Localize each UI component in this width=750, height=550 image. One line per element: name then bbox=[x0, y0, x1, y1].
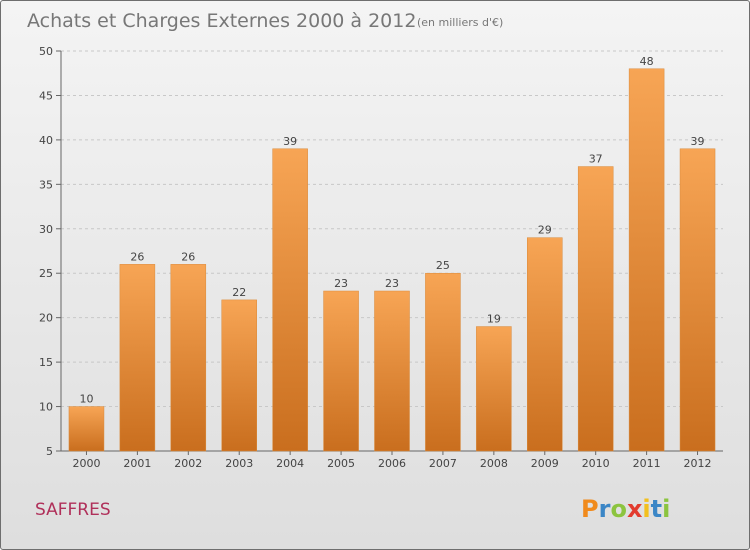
logo-letter: i bbox=[662, 495, 670, 523]
x-tick-label-2012: 2012 bbox=[684, 457, 712, 470]
x-tick-label-2007: 2007 bbox=[429, 457, 457, 470]
bar-2000 bbox=[68, 406, 105, 452]
data-label-2001: 26 bbox=[130, 250, 144, 263]
y-tick-label: 25 bbox=[39, 267, 53, 280]
bar-2006 bbox=[374, 290, 410, 452]
x-tick-label-2001: 2001 bbox=[123, 457, 151, 470]
y-tick-label: 35 bbox=[39, 178, 53, 191]
labels: 5 10 15 20 25 30 35 40 45 50 10 2000 26 2001 26 2002 22 2… bbox=[39, 45, 712, 470]
commune-name: SAFFRES bbox=[35, 500, 111, 520]
bar-2003 bbox=[221, 299, 257, 452]
logo-letter: o bbox=[610, 495, 627, 523]
bar-2009 bbox=[527, 237, 563, 452]
data-label-2002: 26 bbox=[181, 250, 195, 263]
logo-letter: x bbox=[627, 495, 643, 523]
y-tick-label: 30 bbox=[39, 223, 53, 236]
bar-2008 bbox=[476, 326, 512, 452]
data-label-2005: 23 bbox=[334, 277, 348, 290]
x-tick-label-2011: 2011 bbox=[633, 457, 661, 470]
data-label-2007: 25 bbox=[436, 259, 450, 272]
chart-title: Achats et Charges Externes 2000 à 2012 bbox=[27, 10, 416, 32]
y-tick-label: 15 bbox=[39, 356, 53, 369]
data-label-2006: 23 bbox=[385, 277, 399, 290]
bar-2010 bbox=[577, 166, 614, 452]
data-label-2009: 29 bbox=[538, 224, 552, 237]
y-tick-label: 45 bbox=[39, 89, 53, 102]
data-label-2010: 37 bbox=[589, 153, 603, 166]
bar-2001 bbox=[119, 264, 156, 452]
bar-2004 bbox=[272, 148, 308, 452]
x-tick-label-2006: 2006 bbox=[378, 457, 406, 470]
chart-subtitle: (en milliers d'€) bbox=[417, 16, 503, 29]
y-tick-label: 5 bbox=[46, 445, 53, 458]
x-tick-label-2009: 2009 bbox=[531, 457, 559, 470]
y-tick-label: 50 bbox=[39, 45, 53, 58]
x-tick-label-2003: 2003 bbox=[225, 457, 253, 470]
logo-letter: r bbox=[599, 495, 611, 523]
x-tick-label-2010: 2010 bbox=[582, 457, 610, 470]
x-tick-label-2008: 2008 bbox=[480, 457, 508, 470]
bar-2011 bbox=[628, 68, 665, 452]
bar-2012 bbox=[679, 148, 716, 452]
bar-2005 bbox=[323, 290, 359, 452]
data-label-2011: 48 bbox=[640, 55, 654, 68]
x-tick-label-2002: 2002 bbox=[174, 457, 202, 470]
data-label-2012: 39 bbox=[691, 135, 705, 148]
logo-letter: t bbox=[651, 495, 662, 523]
logo-letter: i bbox=[642, 495, 650, 523]
bars bbox=[68, 68, 716, 452]
x-tick-label-2005: 2005 bbox=[327, 457, 355, 470]
y-tick-label: 20 bbox=[39, 312, 53, 325]
y-tick-label: 40 bbox=[39, 134, 53, 147]
bar-2007 bbox=[425, 272, 461, 452]
data-label-2004: 39 bbox=[283, 135, 297, 148]
y-tick-label: 10 bbox=[39, 401, 53, 414]
data-label-2003: 22 bbox=[232, 286, 246, 299]
data-label-2008: 19 bbox=[487, 313, 501, 326]
x-tick-label-2000: 2000 bbox=[72, 457, 100, 470]
data-label-2000: 10 bbox=[79, 393, 93, 406]
x-tick-label-2004: 2004 bbox=[276, 457, 304, 470]
proxiti-logo: Proxiti bbox=[581, 495, 670, 523]
bar-2002 bbox=[170, 264, 207, 452]
logo-letter: P bbox=[581, 495, 599, 523]
